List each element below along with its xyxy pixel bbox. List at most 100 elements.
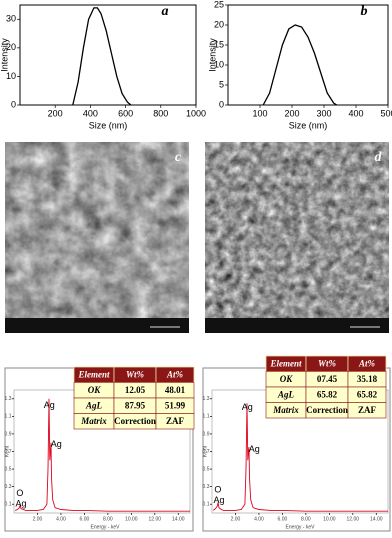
x-axis-label: Size (nm) — [289, 120, 328, 130]
panel-label: b — [361, 4, 368, 19]
peak-label: Ag — [16, 499, 27, 509]
y-tick-label: 0.9 — [5, 431, 12, 437]
peak-label: Ag — [249, 444, 260, 454]
y-tick-label: 0 — [219, 99, 224, 109]
table-cell — [347, 402, 387, 419]
y-tick-label: 20 — [214, 19, 224, 29]
table-cell-text: 65.82 — [357, 389, 378, 399]
y-tick-label: 10 — [214, 59, 224, 69]
y-tick-label: 0.3 — [5, 484, 12, 490]
peak-label: Ag — [242, 402, 253, 412]
x-tick-label: 600 — [118, 108, 133, 118]
y-tick-label: 30 — [6, 14, 16, 24]
table-cell-text: 07.45 — [317, 374, 338, 384]
peak-label: Ag — [44, 400, 55, 410]
y-tick-label: 15 — [214, 39, 224, 49]
plot-frame — [227, 4, 389, 106]
panel-label: d — [375, 150, 383, 165]
y-tick-label: 1.3 — [5, 396, 12, 402]
x-tick-label: 12.00 — [347, 516, 360, 522]
table-cell-text: Matrix — [80, 416, 107, 426]
table-cell-text: ZAF — [166, 416, 185, 426]
y-tick-label: 0 — [11, 99, 16, 109]
x-tick-label: 8.00 — [103, 516, 113, 522]
x-axis-label: Energy - keV — [286, 524, 316, 530]
data-line — [212, 403, 388, 512]
sem-image — [205, 142, 389, 318]
y-tick-label: 1.1 — [203, 414, 210, 420]
x-tick-label: 4.00 — [56, 516, 66, 522]
y-tick-label: 10 — [6, 71, 16, 81]
x-tick-label: 2.00 — [231, 516, 241, 522]
table-cell-text: OK — [88, 385, 101, 395]
x-tick-label: 6.00 — [278, 516, 288, 522]
table-cell — [155, 413, 195, 430]
data-line — [262, 24, 338, 106]
x-tick-label: 10.00 — [125, 516, 138, 522]
table-header: Wt% — [318, 358, 337, 368]
x-tick-label: 4.00 — [254, 516, 264, 522]
y-axis-label: Intensity — [0, 38, 9, 72]
plot-frame — [19, 4, 197, 106]
x-tick-label: 800 — [153, 108, 168, 118]
table-cell-text: 48.01 — [165, 385, 186, 395]
y-tick-label: 0.5 — [5, 466, 12, 472]
y-tick-label: 0.7 — [5, 449, 12, 455]
panel-label: c — [175, 150, 182, 165]
table-cell-text: 12.05 — [125, 385, 146, 395]
x-axis-label: Size (nm) — [89, 120, 128, 130]
table-cell-text: Matrix — [272, 405, 299, 415]
data-line — [15, 398, 190, 512]
x-tick-label: 8.00 — [301, 516, 311, 522]
y-tick-label: 0.5 — [203, 466, 210, 472]
y-tick-label: 0.1 — [203, 502, 210, 508]
y-tick-label: 0.9 — [203, 431, 210, 437]
y-tick-label: 25 — [214, 0, 224, 9]
y-tick-label: 0.7 — [203, 449, 210, 455]
x-tick-label: 14.00 — [172, 516, 185, 522]
x-tick-label: 500 — [380, 108, 392, 118]
x-tick-label: 400 — [348, 108, 363, 118]
table-header: At% — [358, 358, 376, 368]
x-tick-label: 14.00 — [370, 516, 383, 522]
table-cell-text: 87.95 — [125, 400, 146, 410]
sem-info-bar — [205, 318, 389, 333]
table-cell-text: 51.99 — [165, 400, 186, 410]
y-tick-label: 0.3 — [203, 484, 210, 490]
table-cell-text: Correction — [114, 416, 156, 426]
table-header: Wt% — [126, 369, 145, 379]
y-tick-label: 1.1 — [5, 414, 12, 420]
y-tick-label: 5 — [219, 79, 224, 89]
table-header: Element — [270, 358, 302, 368]
peak-label: O — [16, 488, 23, 498]
sem-image — [5, 142, 189, 318]
y-tick-label: 0.1 — [5, 502, 12, 508]
panel-label: a — [162, 4, 169, 19]
table-cell-text: AgL — [277, 389, 295, 399]
y-tick-label: 20 — [6, 42, 16, 52]
y-axis-label: Intensity — [207, 38, 217, 72]
table-cell-text: 35.18 — [357, 374, 378, 384]
x-tick-label: 200 — [48, 108, 63, 118]
y-axis-label: KCnt — [202, 445, 208, 457]
table-cell-text: ZAF — [358, 405, 377, 415]
x-tick-label: 200 — [284, 108, 299, 118]
table-header: Element — [78, 369, 110, 379]
x-tick-label: 12.00 — [149, 516, 162, 522]
x-tick-label: 100 — [252, 108, 267, 118]
x-axis-label: Energy - keV — [91, 524, 121, 530]
x-tick-label: 10.00 — [323, 516, 336, 522]
x-tick-label: 1000 — [186, 108, 206, 118]
table-cell-text: 65.82 — [317, 389, 338, 399]
x-tick-label: 6.00 — [80, 516, 90, 522]
y-axis-label: KCnt — [4, 445, 10, 457]
data-line — [72, 7, 132, 106]
sem-info-bar — [5, 318, 189, 333]
table-cell-text: AgL — [85, 400, 103, 410]
peak-label: Ag — [214, 495, 225, 505]
x-tick-label: 400 — [83, 108, 98, 118]
table-cell-text: Correction — [306, 405, 348, 415]
x-tick-label: 300 — [316, 108, 331, 118]
peak-label: Ag — [51, 439, 62, 449]
